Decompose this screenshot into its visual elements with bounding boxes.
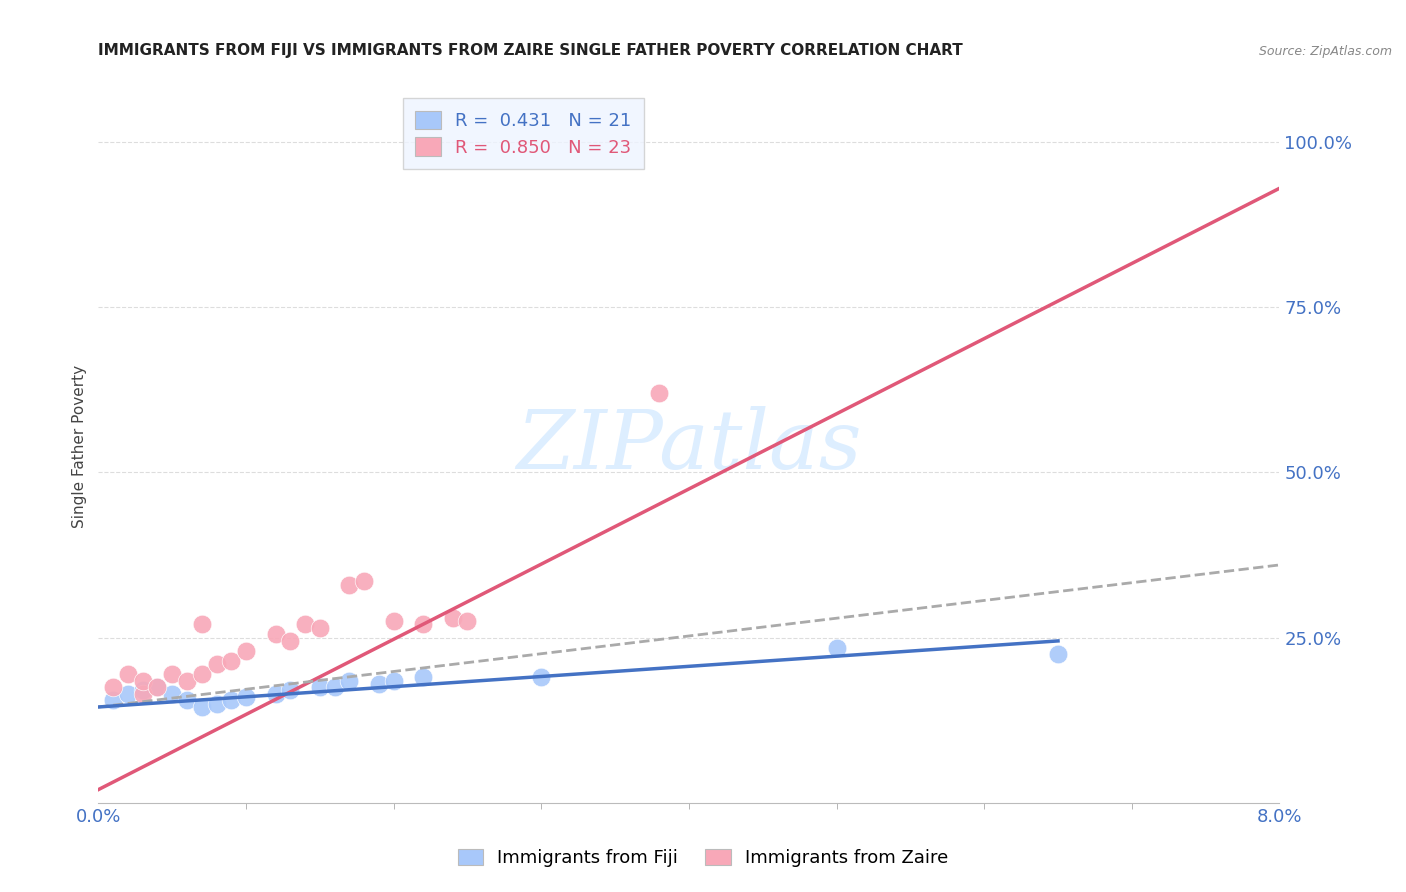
Point xyxy=(191,617,214,632)
Point xyxy=(235,644,257,658)
Point xyxy=(146,680,169,694)
Point xyxy=(235,690,257,704)
Point xyxy=(382,614,405,628)
Point xyxy=(219,654,242,668)
Legend: Immigrants from Fiji, Immigrants from Zaire: Immigrants from Fiji, Immigrants from Za… xyxy=(450,841,956,874)
Point xyxy=(162,687,183,701)
Point xyxy=(323,680,346,694)
Point xyxy=(103,693,125,707)
Legend: R =  0.431   N = 21, R =  0.850   N = 23: R = 0.431 N = 21, R = 0.850 N = 23 xyxy=(402,98,644,169)
Point xyxy=(117,687,139,701)
Text: IMMIGRANTS FROM FIJI VS IMMIGRANTS FROM ZAIRE SINGLE FATHER POVERTY CORRELATION : IMMIGRANTS FROM FIJI VS IMMIGRANTS FROM … xyxy=(98,43,963,58)
Point xyxy=(825,640,848,655)
Point xyxy=(412,617,434,632)
Point xyxy=(219,693,242,707)
Point xyxy=(294,617,316,632)
Point xyxy=(146,680,169,694)
Point xyxy=(162,667,183,681)
Point xyxy=(278,683,302,698)
Point xyxy=(132,683,155,698)
Point xyxy=(648,386,671,401)
Point xyxy=(176,673,198,688)
Point xyxy=(132,687,155,701)
Point xyxy=(1046,647,1069,661)
Point xyxy=(337,578,360,592)
Point xyxy=(264,627,287,641)
Point xyxy=(367,677,389,691)
Point xyxy=(308,680,332,694)
Point xyxy=(412,670,434,684)
Point xyxy=(382,673,405,688)
Point xyxy=(278,634,302,648)
Point xyxy=(205,657,228,671)
Point xyxy=(191,700,214,714)
Text: ZIPatlas: ZIPatlas xyxy=(516,406,862,486)
Point xyxy=(353,574,375,589)
Point xyxy=(103,680,125,694)
Point xyxy=(191,667,214,681)
Point xyxy=(132,673,155,688)
Point xyxy=(308,621,332,635)
Point xyxy=(176,693,198,707)
Point xyxy=(337,673,360,688)
Point xyxy=(441,611,464,625)
Point xyxy=(264,687,287,701)
Text: Source: ZipAtlas.com: Source: ZipAtlas.com xyxy=(1258,45,1392,58)
Point xyxy=(456,614,478,628)
Point xyxy=(530,670,553,684)
Point xyxy=(117,667,139,681)
Y-axis label: Single Father Poverty: Single Father Poverty xyxy=(72,365,87,527)
Point xyxy=(205,697,228,711)
